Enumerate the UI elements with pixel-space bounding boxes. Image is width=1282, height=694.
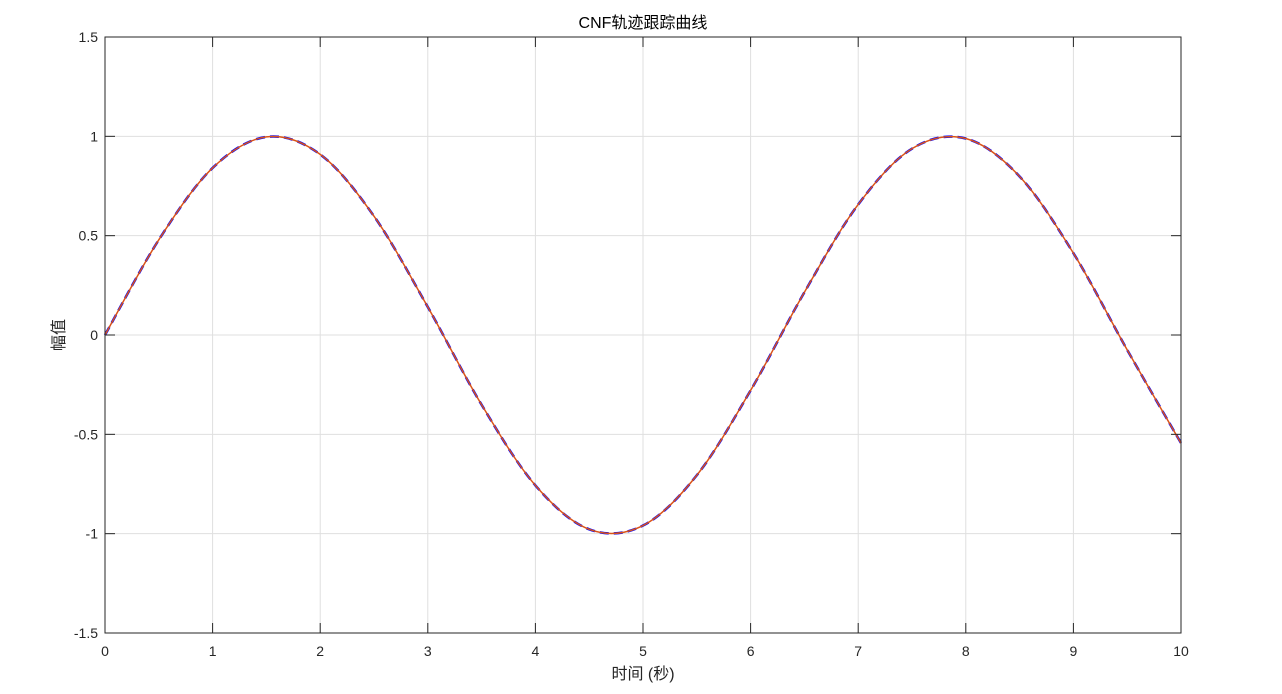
x-tick-label: 10 [1173, 643, 1189, 659]
plot-area: 0 1 2 3 4 5 6 7 8 9 10 -1.5 -1 -0.5 0 0.5 1 1.5 [74, 29, 1189, 659]
chart-title: CNF轨迹跟踪曲线 [579, 14, 708, 32]
x-tick-label: 1 [209, 643, 217, 659]
x-tick-label: 6 [747, 643, 755, 659]
y-tick-label: -1 [86, 526, 99, 542]
x-tick-labels: 0 1 2 3 4 5 6 7 8 9 10 [101, 643, 1189, 659]
y-tick-label: 1 [90, 128, 98, 144]
x-tick-label: 2 [316, 643, 324, 659]
tick-marks [104, 36, 1182, 634]
x-tick-label: 3 [424, 643, 432, 659]
y-tick-label: 1.5 [79, 29, 99, 45]
y-tick-label: -1.5 [74, 625, 98, 641]
y-tick-label: 0 [90, 327, 98, 343]
x-tick-label: 7 [854, 643, 862, 659]
x-axis-label: 时间 (秒) [611, 665, 674, 683]
y-tick-labels: -1.5 -1 -0.5 0 0.5 1 1.5 [74, 29, 98, 641]
x-tick-label: 5 [639, 643, 647, 659]
y-tick-label: -0.5 [74, 426, 98, 442]
x-tick-label: 0 [101, 643, 109, 659]
series-layer [103, 135, 1183, 535]
x-tick-label: 9 [1070, 643, 1078, 659]
y-tick-label: 0.5 [79, 228, 99, 244]
x-tick-label: 8 [962, 643, 970, 659]
series-line-2 [104, 135, 1182, 535]
y-axis-label: 幅值 [50, 319, 68, 351]
x-tick-label: 4 [532, 643, 540, 659]
